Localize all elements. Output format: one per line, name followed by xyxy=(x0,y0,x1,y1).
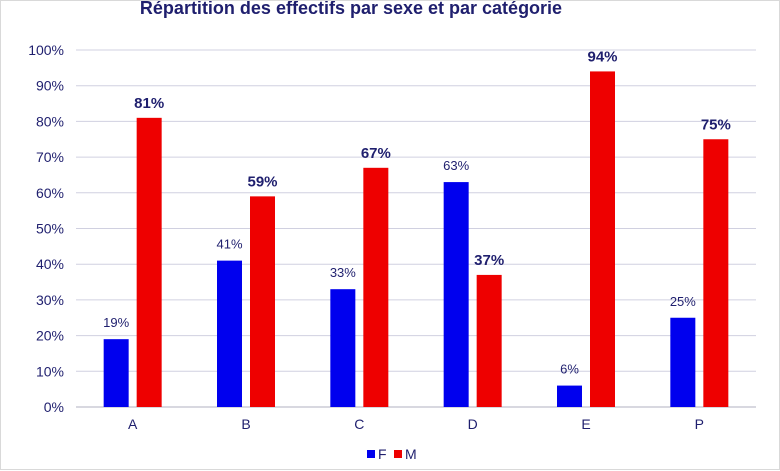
bar-m-b xyxy=(250,196,275,407)
data-label-f-c: 33% xyxy=(330,265,356,280)
y-tick-label: 80% xyxy=(36,113,64,129)
data-label-f-a: 19% xyxy=(103,315,129,330)
x-tick-label: P xyxy=(695,416,704,432)
y-tick-label: 10% xyxy=(36,363,64,379)
y-tick-label: 90% xyxy=(36,78,64,94)
bar-m-d xyxy=(476,274,502,407)
grid-layer xyxy=(76,49,756,408)
bars xyxy=(103,71,729,408)
bar-f-e xyxy=(557,385,582,407)
data-label-f-e: 6% xyxy=(560,362,579,377)
x-tick-label: B xyxy=(241,416,250,432)
x-tick-label: D xyxy=(468,416,478,432)
data-label-f-p: 25% xyxy=(670,294,696,309)
legend-swatch-m xyxy=(394,450,402,458)
bar-m-c xyxy=(363,167,389,407)
x-tick-label: C xyxy=(354,416,364,432)
data-label-m-d: 37% xyxy=(474,252,504,269)
data-label-f-b: 41% xyxy=(216,237,242,252)
data-label-m-a: 81% xyxy=(134,95,164,112)
legend-label-f: F xyxy=(378,446,387,462)
bar-f-a xyxy=(103,339,129,407)
data-label-m-c: 67% xyxy=(361,145,391,162)
data-label-m-e: 94% xyxy=(587,48,617,65)
y-tick-label: 0% xyxy=(44,399,64,415)
bar-f-p xyxy=(670,317,696,407)
x-tick-label: A xyxy=(128,416,138,432)
y-tick-label: 50% xyxy=(36,221,64,237)
data-label-f-d: 63% xyxy=(443,158,469,173)
y-tick-label: 20% xyxy=(36,328,64,344)
legend-swatch-f xyxy=(367,450,375,458)
y-tick-label: 40% xyxy=(36,256,64,272)
y-tick-label: 100% xyxy=(28,42,64,58)
bar-m-e xyxy=(590,71,615,408)
x-tick-label: E xyxy=(581,416,590,432)
bar-f-b xyxy=(217,260,242,407)
chart-title: Répartition des effectifs par sexe et pa… xyxy=(140,1,562,18)
bar-f-c xyxy=(330,289,356,407)
y-tick-label: 30% xyxy=(36,292,64,308)
data-label-m-b: 59% xyxy=(247,173,277,190)
bar-m-p xyxy=(703,139,729,407)
bar-f-d xyxy=(443,182,469,407)
legend-label-m: M xyxy=(405,446,417,462)
y-tick-label: 60% xyxy=(36,185,64,201)
data-labels: 19% 81% 41% 59% 33% 67% 63% 37% 6% 94% 25% 75% xyxy=(103,48,731,376)
bar-m-a xyxy=(136,117,162,407)
y-tick-label: 70% xyxy=(36,149,64,165)
data-label-m-p: 75% xyxy=(701,116,731,133)
y-axis-ticks: 0% 10% 20% 30% 40% 50% 60% 70% 80% 90% 100% xyxy=(28,42,64,415)
